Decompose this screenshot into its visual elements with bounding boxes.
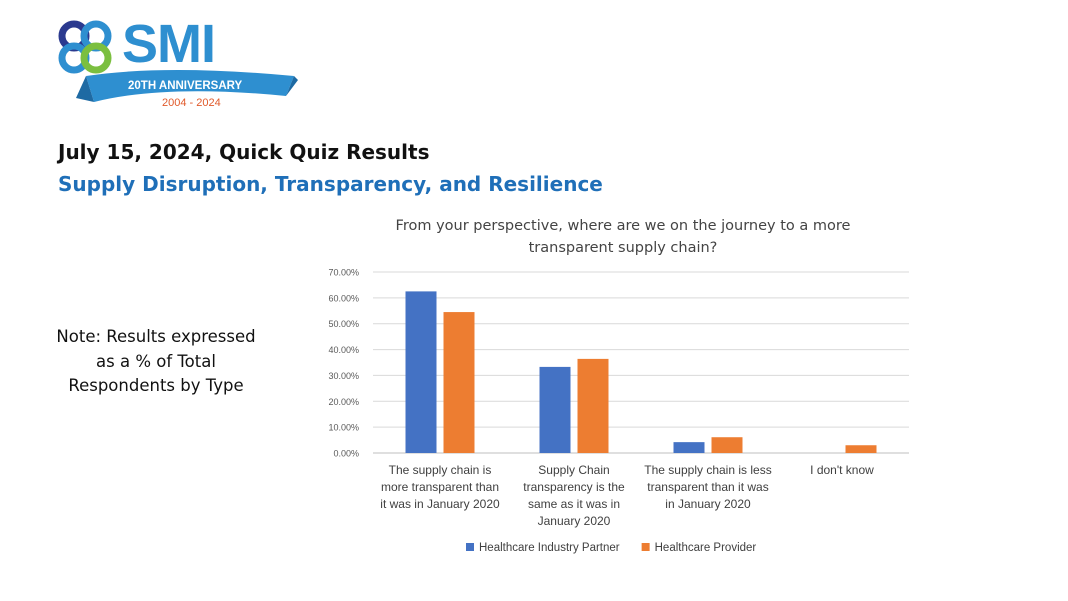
legend-swatch — [466, 543, 474, 551]
y-tick-label: 50.00% — [328, 319, 359, 329]
x-tick-label: The supply chain is less — [644, 463, 771, 477]
x-tick-label: Supply Chain — [538, 463, 609, 477]
page-subtitle: Supply Disruption, Transparency, and Res… — [58, 172, 603, 196]
page-title: July 15, 2024, Quick Quiz Results — [58, 140, 430, 164]
bar — [539, 366, 571, 453]
anniversary-ribbon — [86, 70, 294, 102]
x-tick-label: in January 2020 — [665, 497, 751, 511]
x-tick-label: more transparent than — [381, 480, 499, 494]
chart-title-line: transparent supply chain? — [528, 239, 718, 256]
x-tick-label: same as it was in — [528, 497, 620, 511]
bar — [845, 445, 877, 453]
bar — [673, 442, 705, 453]
chart-title: From your perspective, where are we on t… — [318, 216, 928, 259]
legend-label: Healthcare Industry Partner — [479, 542, 620, 554]
bar — [577, 358, 609, 453]
note-line: Note: Results expressed — [56, 327, 256, 346]
legend-swatch — [641, 543, 650, 551]
chart-title-line: From your perspective, where are we on t… — [395, 218, 851, 234]
logo-ribbon-years: 2004 - 2024 — [162, 97, 221, 109]
x-tick-label: I don't know — [810, 463, 874, 477]
chain-links-icon — [58, 20, 112, 74]
logo-wordmark: SMI — [122, 14, 215, 74]
y-tick-label: 40.00% — [328, 345, 359, 355]
smi-logo: SMI 20TH ANNIVERSARY 2004 - 2024 — [58, 14, 298, 109]
bar — [405, 291, 437, 453]
bar-chart: From your perspective, where are we on t… — [318, 208, 928, 578]
note-line: as a % of Total — [96, 351, 216, 371]
y-tick-label: 10.00% — [328, 423, 359, 433]
results-note: Note: Results expressed as a % of Total … — [40, 325, 272, 399]
note-line: Respondents by Type — [68, 376, 244, 395]
x-tick-label: The supply chain is — [389, 463, 492, 477]
logo-ribbon-anniversary: 20TH ANNIVERSARY — [128, 80, 242, 92]
x-tick-label: January 2020 — [538, 514, 611, 528]
y-tick-label: 70.00% — [328, 268, 359, 278]
x-tick-label: transparent than it was — [647, 480, 768, 494]
y-tick-label: 60.00% — [328, 293, 359, 303]
y-tick-label: 20.00% — [328, 397, 359, 407]
x-tick-label: it was in January 2020 — [380, 497, 500, 511]
chart-plot: 0.00% 10.00% 20.00% 30.00% 40.00% 50.00% 60.00… — [328, 268, 909, 554]
y-tick-label: 30.00% — [328, 371, 359, 381]
x-tick-label: transparency is the — [523, 480, 625, 494]
bar — [443, 312, 475, 453]
y-tick-label: 0.00% — [333, 449, 359, 459]
bar — [711, 437, 743, 453]
legend-label: Healthcare Provider — [655, 542, 757, 554]
